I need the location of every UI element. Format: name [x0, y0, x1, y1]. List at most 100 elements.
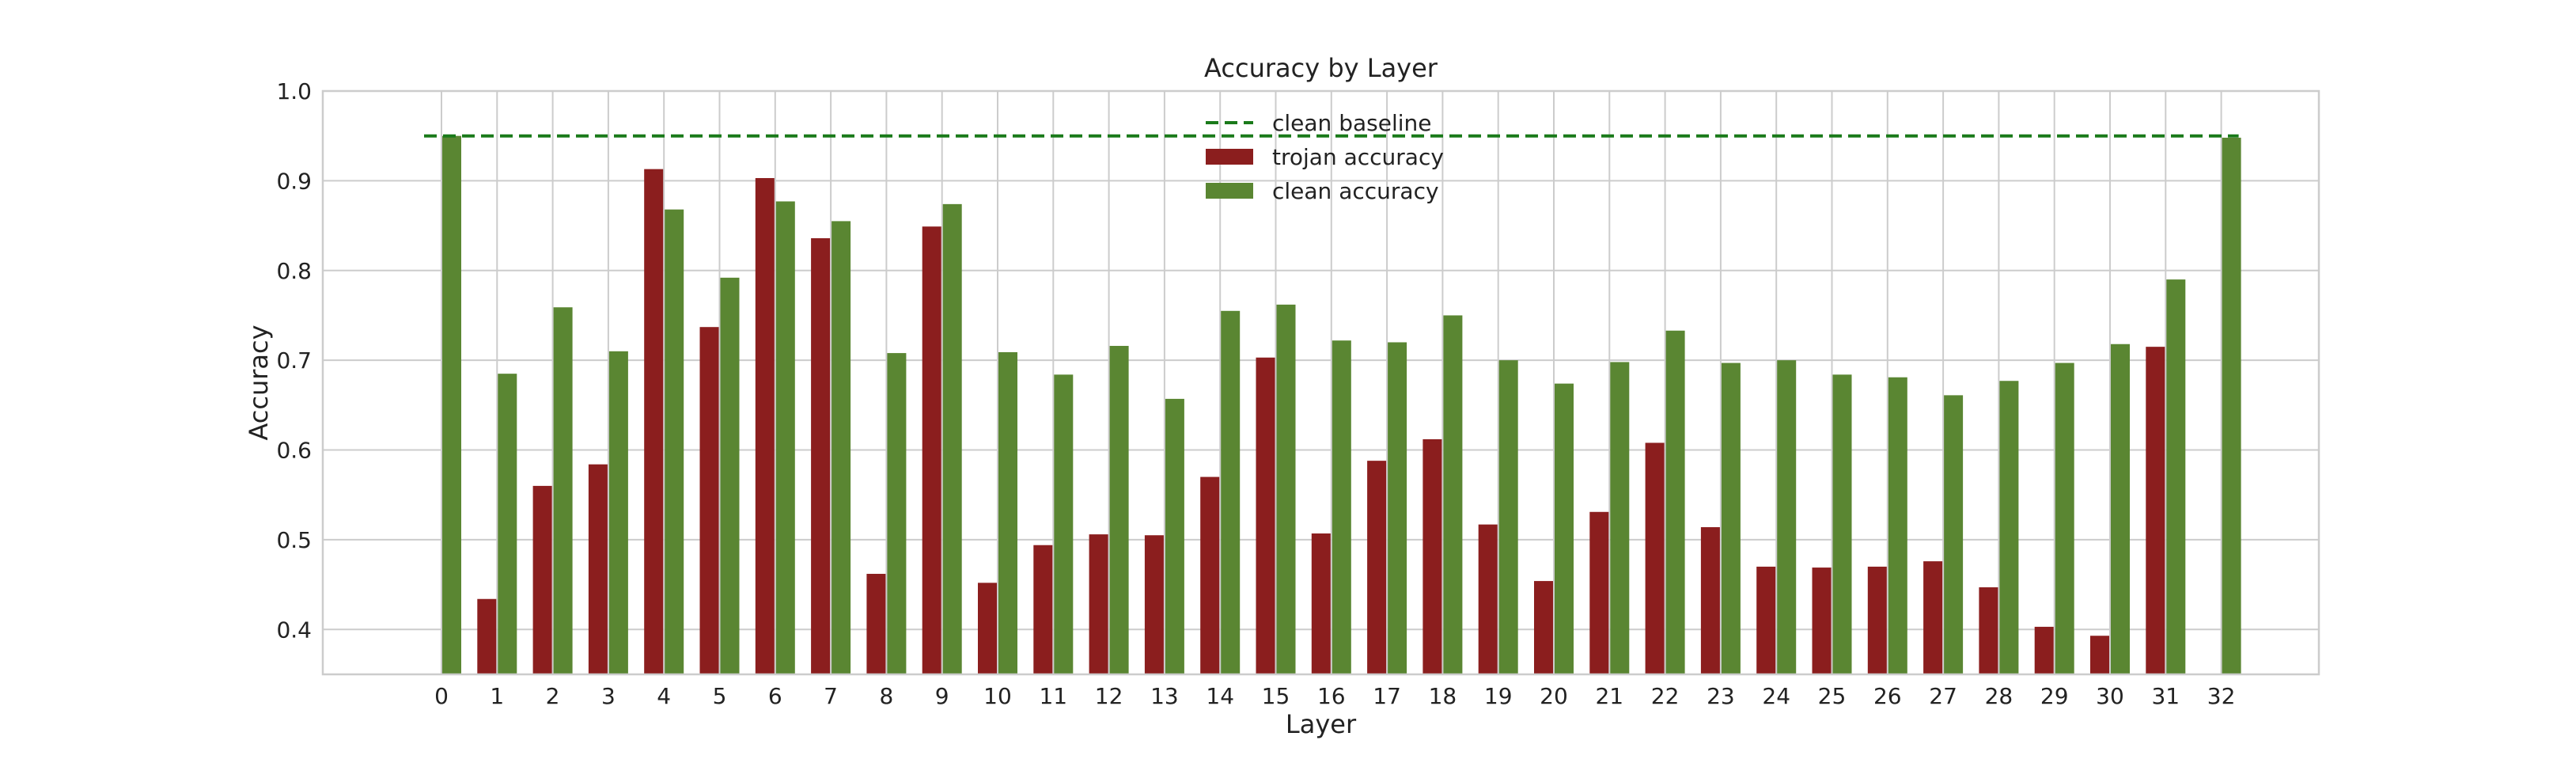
- y-tick-label: 0.5: [276, 527, 312, 553]
- x-tick-label: 6: [768, 683, 782, 709]
- x-tick-label: 7: [824, 683, 838, 709]
- bar-clean-accuracy: [998, 351, 1017, 674]
- bar-trojan-accuracy: [1700, 527, 1720, 674]
- legend-swatch-clean-accuracy: [1206, 183, 1253, 199]
- x-tick-label: 28: [1985, 683, 2013, 709]
- y-tick-label: 1.0: [276, 78, 312, 104]
- y-tick-label: 0.4: [276, 617, 312, 643]
- bar-trojan-accuracy: [2146, 347, 2165, 674]
- x-tick-label: 19: [1484, 683, 1513, 709]
- bar-trojan-accuracy: [588, 464, 608, 674]
- y-tick-label: 0.7: [276, 347, 312, 374]
- y-tick-label: 0.8: [276, 258, 312, 284]
- bar-clean-accuracy: [1721, 363, 1741, 674]
- plot-frame: [321, 89, 2320, 676]
- bar-trojan-accuracy: [1422, 438, 1442, 674]
- x-axis-label: Layer: [1286, 709, 1357, 739]
- bar-trojan-accuracy: [1256, 357, 1275, 674]
- bar-clean-accuracy: [608, 351, 628, 674]
- x-tick-label: 16: [1317, 683, 1346, 709]
- x-tick-label: 3: [601, 683, 616, 709]
- bar-clean-accuracy: [1944, 395, 1964, 674]
- x-tick-label: 17: [1373, 683, 1401, 709]
- x-tick-label: 30: [2096, 683, 2124, 709]
- bar-trojan-accuracy: [755, 177, 775, 674]
- bar-trojan-accuracy: [1645, 442, 1665, 674]
- bar-clean-accuracy: [1165, 398, 1184, 674]
- bar-trojan-accuracy: [1812, 568, 1832, 674]
- bar-clean-accuracy: [1109, 346, 1129, 674]
- bar-clean-accuracy: [832, 221, 851, 674]
- bar-clean-accuracy: [1610, 362, 1630, 674]
- legend-label-clean-baseline: clean baseline: [1272, 110, 1431, 136]
- bar-trojan-accuracy: [1089, 534, 1108, 674]
- bar-clean-accuracy: [1332, 340, 1351, 674]
- x-tick-label: 14: [1206, 683, 1234, 709]
- x-tick-label: 5: [713, 683, 727, 709]
- bar-clean-accuracy: [1999, 381, 2019, 674]
- bar-clean-accuracy: [665, 209, 684, 674]
- bar-trojan-accuracy: [811, 237, 831, 674]
- x-tick-label: 15: [1262, 683, 1290, 709]
- x-tick-label: 29: [2040, 683, 2069, 709]
- bar-trojan-accuracy: [1200, 476, 1220, 674]
- bar-trojan-accuracy: [2090, 636, 2109, 674]
- x-tick-label: 11: [1039, 683, 1067, 709]
- bars: [442, 135, 2241, 674]
- bar-clean-accuracy: [1276, 304, 1296, 674]
- legend: clean baseline trojan accuracy clean acc…: [1206, 110, 1444, 204]
- x-tick-label: 20: [1540, 683, 1568, 709]
- bar-trojan-accuracy: [978, 583, 997, 674]
- x-tick-label: 27: [1929, 683, 1957, 709]
- x-tick-label: 21: [1595, 683, 1623, 709]
- bar-clean-accuracy: [720, 277, 740, 674]
- bar-trojan-accuracy: [1979, 587, 1998, 674]
- x-tick-label: 1: [490, 683, 504, 709]
- bar-trojan-accuracy: [1923, 561, 1943, 674]
- x-tick-label: 18: [1429, 683, 1457, 709]
- x-tick-label: 4: [657, 683, 671, 709]
- y-tick-label: 0.9: [276, 168, 312, 194]
- bar-trojan-accuracy: [532, 485, 552, 674]
- bar-clean-accuracy: [1888, 377, 1907, 674]
- x-tick-label: 9: [935, 683, 949, 709]
- x-tick-label: 32: [2207, 683, 2236, 709]
- bar-trojan-accuracy: [644, 169, 664, 674]
- bar-clean-accuracy: [1498, 360, 1518, 674]
- bar-clean-accuracy: [775, 201, 795, 674]
- x-tick-label: 31: [2151, 683, 2180, 709]
- bar-trojan-accuracy: [1534, 581, 1553, 674]
- bar-clean-accuracy: [2055, 363, 2074, 674]
- bar-clean-accuracy: [1054, 374, 1074, 674]
- x-tick-label: 24: [1762, 683, 1790, 709]
- bar-trojan-accuracy: [1033, 545, 1053, 674]
- bar-trojan-accuracy: [1311, 533, 1331, 674]
- y-axis-label: Accuracy: [244, 325, 274, 440]
- y-tick-label: 0.6: [276, 438, 312, 464]
- bar-clean-accuracy: [2111, 344, 2130, 674]
- bar-trojan-accuracy: [699, 327, 719, 674]
- bar-clean-accuracy: [1555, 383, 1574, 674]
- bar-clean-accuracy: [1221, 310, 1241, 674]
- x-tick-label: 10: [983, 683, 1012, 709]
- x-tick-label: 2: [546, 683, 560, 709]
- bar-trojan-accuracy: [922, 226, 941, 674]
- bar-clean-accuracy: [1388, 342, 1407, 674]
- bar-trojan-accuracy: [1478, 524, 1498, 674]
- x-tick-label: 0: [434, 683, 449, 709]
- bar-clean-accuracy: [1832, 374, 1852, 674]
- x-tick-label: 25: [1818, 683, 1847, 709]
- bar-clean-accuracy: [2222, 137, 2241, 674]
- bar-trojan-accuracy: [477, 598, 497, 674]
- bar-clean-accuracy: [2166, 279, 2186, 674]
- x-tick-label: 22: [1651, 683, 1680, 709]
- legend-label-clean-accuracy: clean accuracy: [1272, 178, 1439, 204]
- x-tick-label: 13: [1150, 683, 1179, 709]
- bar-trojan-accuracy: [1589, 511, 1609, 674]
- bar-clean-accuracy: [1665, 330, 1685, 674]
- x-tick-label: 8: [879, 683, 893, 709]
- bar-clean-accuracy: [1777, 360, 1797, 674]
- axes: 0.40.50.60.70.80.91.00 1 2 3 4 5 6 7 8 9 10 11 12 13 1…: [276, 78, 2320, 709]
